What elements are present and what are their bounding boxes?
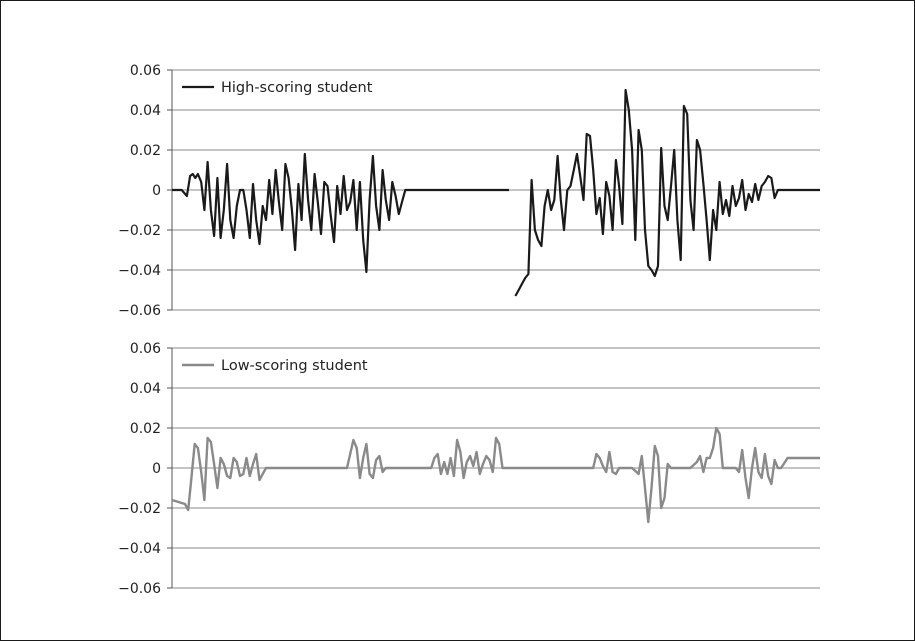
y-tick-label: −0.06	[118, 581, 161, 597]
legend-label: High-scoring student	[221, 80, 373, 96]
y-tick-label: 0.06	[130, 63, 161, 79]
y-tick-label: 0.02	[130, 143, 161, 159]
high-scoring-line	[514, 88, 820, 297]
y-tick-label: 0	[152, 183, 161, 199]
y-tick-label: −0.02	[118, 501, 161, 517]
y-tick-label: −0.04	[118, 263, 161, 279]
y-tick-label: −0.02	[118, 223, 161, 239]
panel-high-scoring: 0.06 0.04 0.02 0 −0.02 −0.04 −0.06 High-scoring…	[118, 63, 820, 319]
y-tick-label: 0	[152, 461, 161, 477]
legend-label: Low-scoring student	[221, 358, 368, 374]
y-tick-label: 0.02	[130, 421, 161, 437]
y-tick-label: 0.04	[130, 103, 161, 119]
y-tick-label: 0.04	[130, 381, 161, 397]
y-tick-label: −0.06	[118, 303, 161, 319]
y-tick-label: −0.04	[118, 541, 161, 557]
high-scoring-line	[172, 152, 509, 274]
panel-low-scoring: 0.06 0.04 0.02 0 −0.02 −0.04 −0.06 Low-scoring …	[118, 341, 820, 597]
y-tick-label: 0.06	[130, 341, 161, 357]
low-scoring-line	[171, 426, 820, 524]
